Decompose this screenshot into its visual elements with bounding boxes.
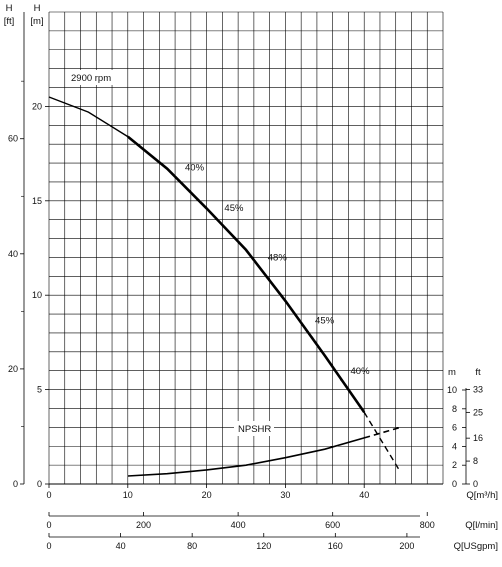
head-curve-extension [363, 411, 401, 472]
efficiency-marker [214, 216, 223, 226]
q-usgpm-tick-label: 80 [187, 541, 197, 551]
efficiency-marker [304, 329, 314, 339]
head-ft-tick-label: 20 [8, 364, 18, 374]
head-m-tick-label: 5 [37, 385, 42, 395]
npsh-ft-tick-label: 33 [473, 384, 483, 394]
q-usgpm-tick-label: 40 [116, 541, 126, 551]
npsh-ft-tick-label: 16 [473, 433, 483, 443]
efficiency-marker [340, 379, 349, 389]
q-m3h-tick-label: 40 [359, 490, 369, 500]
efficiency-marker [257, 265, 267, 275]
efficiency-label: 40% [351, 366, 371, 377]
q-m3h-unit: Q[m³/h] [466, 490, 498, 501]
head-ft-unit: [ft] [4, 16, 15, 27]
head-ft-tick-label: 0 [13, 479, 18, 489]
chart-grid [48, 11, 444, 485]
npsh-m-tick-label: 2 [452, 460, 457, 470]
head-ft-tick-label: 60 [8, 134, 18, 144]
npsh-m-tick-label: 10 [447, 385, 457, 395]
head-m-symbol: H [34, 3, 41, 14]
head-ft-symbol: H [6, 3, 13, 14]
q-lmin-tick-label: 0 [46, 520, 51, 530]
npsh-m-tick-label: 0 [452, 479, 457, 489]
npsh-m-tick-label: 4 [452, 441, 457, 451]
q-usgpm-tick-label: 0 [46, 541, 51, 551]
efficiency-label: 40% [185, 163, 205, 174]
q-lmin-tick-label: 600 [325, 520, 340, 530]
npsh-ft-unit: ft [475, 367, 481, 378]
npsh-ft-tick-label: 25 [473, 407, 483, 417]
efficiency-label: 45% [315, 316, 335, 327]
head-ft-tick-label: 40 [8, 249, 18, 259]
q-m3h-tick-label: 30 [280, 490, 290, 500]
speed-label: 2900 rpm [71, 73, 111, 84]
chart-axes: 0 20 40 60 H [ft] 0 5 10 15 20 H [m] m ft 0 2 4 6 8 10 0 8 16 25… [4, 3, 498, 552]
npshr-curve [127, 437, 365, 477]
speed-label-background [68, 70, 126, 85]
head-curve [126, 135, 366, 414]
q-usgpm-tick-label: 120 [256, 541, 271, 551]
chart-labels: 40% 45% 48% 45% 40% 2900 rpm NPSHR [68, 70, 370, 436]
npsh-ft-tick-label: 0 [473, 479, 478, 489]
q-m3h-tick-label: 10 [123, 490, 133, 500]
head-curve-thin [48, 96, 129, 138]
q-usgpm-tick-label: 200 [399, 541, 414, 551]
npshr-curve-extension [363, 426, 400, 439]
q-lmin-unit: Q[l/min] [465, 520, 498, 531]
chart-curves [48, 96, 401, 477]
q-m3h-tick-label: 20 [202, 490, 212, 500]
head-m-tick-label: 0 [37, 479, 42, 489]
efficiency-label: 45% [224, 203, 244, 214]
q-lmin-tick-label: 200 [136, 520, 151, 530]
npshr-label: NPSHR [238, 424, 271, 435]
efficiency-marker [174, 176, 184, 185]
q-usgpm-tick-label: 160 [328, 541, 343, 551]
q-lmin-tick-label: 400 [231, 520, 246, 530]
q-m3h-tick-label: 0 [46, 490, 51, 500]
head-m-unit: [m] [30, 16, 43, 27]
npsh-m-tick-label: 6 [452, 423, 457, 433]
head-m-tick-label: 15 [32, 196, 42, 206]
npshr-label-background [234, 421, 274, 436]
efficiency-label: 48% [268, 252, 288, 263]
head-m-tick-label: 20 [32, 101, 42, 111]
q-usgpm-unit: Q[USgpm] [454, 541, 498, 552]
npsh-ft-tick-label: 8 [473, 456, 478, 466]
head-m-tick-label: 10 [32, 290, 42, 300]
q-lmin-tick-label: 800 [420, 520, 435, 530]
npsh-m-unit: m [448, 367, 456, 378]
npsh-m-tick-label: 8 [452, 404, 457, 414]
